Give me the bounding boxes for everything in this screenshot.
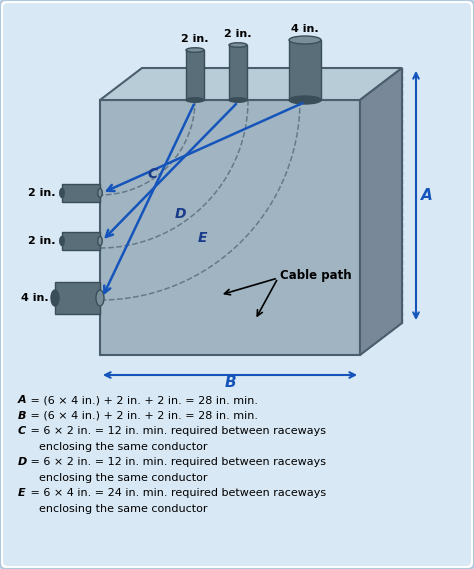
Polygon shape [62,184,100,202]
Polygon shape [360,68,402,355]
Text: B: B [224,375,236,390]
Polygon shape [55,282,100,314]
Ellipse shape [98,237,102,245]
Ellipse shape [60,237,64,245]
Text: = (6 × 4 in.) + 2 in. + 2 in. = 28 in. min.: = (6 × 4 in.) + 2 in. + 2 in. = 28 in. m… [27,395,258,405]
Text: 2 in.: 2 in. [28,188,56,198]
Ellipse shape [51,290,59,306]
Ellipse shape [289,36,321,44]
Text: = 6 × 2 in. = 12 in. min. required between raceways: = 6 × 2 in. = 12 in. min. required betwe… [27,426,326,436]
Polygon shape [229,45,247,100]
FancyBboxPatch shape [3,3,471,566]
Ellipse shape [229,98,247,102]
Ellipse shape [60,188,64,197]
Polygon shape [100,68,402,100]
Polygon shape [289,40,321,100]
Text: = (6 × 4 in.) + 2 in. + 2 in. = 28 in. min.: = (6 × 4 in.) + 2 in. + 2 in. = 28 in. m… [27,410,258,420]
Text: 2 in.: 2 in. [28,236,56,246]
Text: enclosing the same conductor: enclosing the same conductor [18,504,208,513]
Ellipse shape [186,98,204,102]
Text: A: A [421,188,433,203]
Text: C: C [148,167,158,181]
Polygon shape [62,232,100,250]
Polygon shape [100,100,360,355]
Text: D: D [18,457,27,467]
Text: C: C [18,426,26,436]
Ellipse shape [186,48,204,52]
Text: enclosing the same conductor: enclosing the same conductor [18,442,208,451]
Text: A: A [18,395,27,405]
Ellipse shape [98,188,102,197]
Text: D: D [175,207,186,221]
Text: B: B [18,410,27,420]
Text: E: E [198,231,208,245]
Text: 4 in.: 4 in. [21,293,49,303]
Text: 2 in.: 2 in. [181,34,209,44]
Ellipse shape [96,290,104,306]
Text: 2 in.: 2 in. [224,29,252,39]
Text: Cable path: Cable path [280,269,352,282]
Polygon shape [186,50,204,100]
Text: enclosing the same conductor: enclosing the same conductor [18,472,208,483]
Text: E: E [18,488,26,498]
Text: = 6 × 4 in. = 24 in. min. required between raceways: = 6 × 4 in. = 24 in. min. required betwe… [27,488,326,498]
Ellipse shape [289,96,321,104]
Text: 4 in.: 4 in. [291,24,319,34]
Ellipse shape [229,43,247,47]
Text: = 6 × 2 in. = 12 in. min. required between raceways: = 6 × 2 in. = 12 in. min. required betwe… [27,457,326,467]
